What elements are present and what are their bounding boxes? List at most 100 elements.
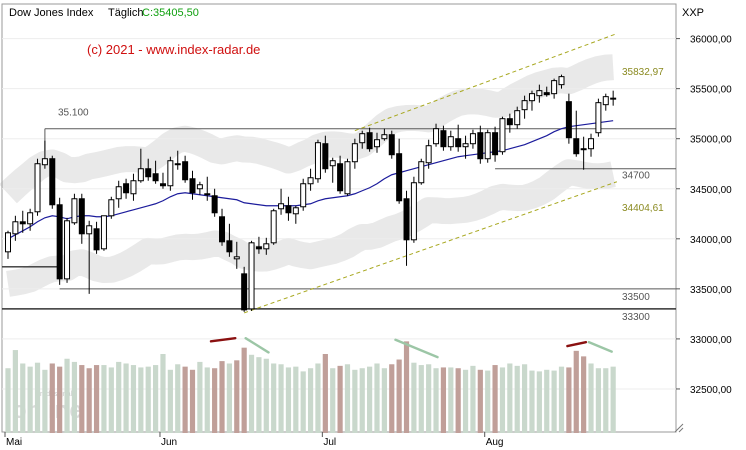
candle-body	[396, 153, 403, 202]
volume-bar	[130, 365, 137, 433]
volume-bar	[522, 364, 528, 433]
volume-bar	[315, 363, 321, 433]
volume-bar	[374, 363, 380, 433]
volume-arrow-green	[587, 340, 613, 353]
volume-bar	[536, 371, 542, 433]
volume-bar	[123, 363, 129, 433]
volume-bar	[381, 368, 387, 433]
candle-body	[410, 182, 417, 241]
candle-body	[588, 138, 595, 150]
symbol-label: XXP	[682, 7, 704, 19]
candle	[366, 127, 373, 152]
candle-body	[337, 163, 344, 192]
volume-bars	[5, 341, 616, 433]
candle-body	[580, 148, 587, 151]
candle	[492, 126, 499, 162]
instrument-label: Dow Jones Index	[9, 7, 94, 19]
candle	[580, 136, 587, 170]
candle	[292, 205, 299, 224]
candle-body	[558, 76, 565, 86]
candle	[440, 125, 447, 151]
volume-bar	[477, 369, 483, 433]
candle	[278, 188, 285, 215]
candle	[226, 223, 233, 257]
x-tick-label: Jun	[161, 437, 177, 448]
time-axis[interactable]: Mai Jun Jul Aug	[4, 432, 503, 448]
candle-body	[108, 199, 115, 217]
candle-body	[455, 138, 462, 148]
candle-body	[41, 158, 48, 166]
volume-bar	[49, 363, 55, 433]
volume-bar	[42, 369, 48, 433]
candle	[396, 138, 403, 204]
volume-bar	[145, 366, 151, 433]
volume-bar	[300, 371, 306, 433]
candle-body	[314, 142, 321, 180]
candle-body	[174, 163, 181, 166]
candle-body	[255, 246, 262, 250]
candle	[543, 86, 550, 97]
volume-bar	[34, 362, 41, 433]
candle	[152, 160, 159, 184]
candle	[255, 236, 262, 254]
volume-bar	[330, 368, 336, 433]
candle-body	[403, 198, 410, 241]
candle	[285, 196, 292, 221]
candle	[19, 210, 26, 233]
candle	[425, 139, 432, 169]
volume-bar	[470, 365, 476, 433]
candle	[381, 128, 388, 141]
candle	[314, 139, 321, 183]
candle	[329, 157, 336, 183]
volume-bar	[5, 368, 11, 433]
grid-lines	[1, 3, 677, 433]
candle-body	[86, 225, 93, 235]
candle-body	[329, 160, 336, 167]
candle	[506, 113, 513, 133]
candle-body	[115, 186, 122, 200]
volume-bar	[322, 354, 328, 433]
candle	[447, 130, 454, 151]
candle-body	[418, 161, 425, 184]
candle	[359, 130, 366, 149]
volume-bar	[219, 361, 225, 433]
candle	[27, 208, 34, 231]
volume-bar	[359, 368, 365, 433]
volume-bar	[57, 366, 63, 433]
candle-body	[19, 221, 26, 225]
candle-body	[514, 110, 521, 126]
candle	[233, 241, 240, 269]
candle-body	[573, 138, 580, 155]
volume-bar	[352, 369, 358, 433]
candlesticks	[5, 74, 617, 312]
volume-bar	[595, 368, 601, 433]
candle	[49, 155, 56, 209]
candle-body	[12, 221, 19, 235]
resize-grip-icon[interactable]	[674, 423, 684, 433]
candle-body	[189, 178, 196, 194]
candle-body	[93, 228, 100, 251]
volume-bar	[101, 365, 107, 433]
volume-bar	[271, 363, 277, 433]
candle	[196, 181, 203, 195]
volume-bar	[440, 367, 447, 433]
y-tick-label: 34000,00	[690, 235, 732, 246]
candle-body	[484, 132, 491, 160]
candle	[108, 196, 115, 219]
volume-bar	[278, 364, 284, 433]
price-axis[interactable]: 32500,00 33000,00 33500,00 34000,00 34500,00…	[676, 35, 732, 396]
candle	[219, 208, 226, 246]
volatility-bands	[0, 54, 619, 297]
y-tick-label: 34500,00	[690, 185, 732, 196]
volume-bar	[485, 370, 491, 433]
level-label-33500: 33500	[622, 292, 650, 303]
volume-bar	[389, 364, 395, 433]
y-tick-label: 33000,00	[690, 335, 732, 346]
candle-body	[565, 101, 572, 139]
candle	[123, 178, 130, 199]
candle-body	[137, 168, 144, 182]
candle	[86, 220, 93, 294]
volume-bar	[189, 369, 196, 433]
interval-label: Täglich	[108, 7, 143, 19]
candle-body	[285, 205, 292, 214]
